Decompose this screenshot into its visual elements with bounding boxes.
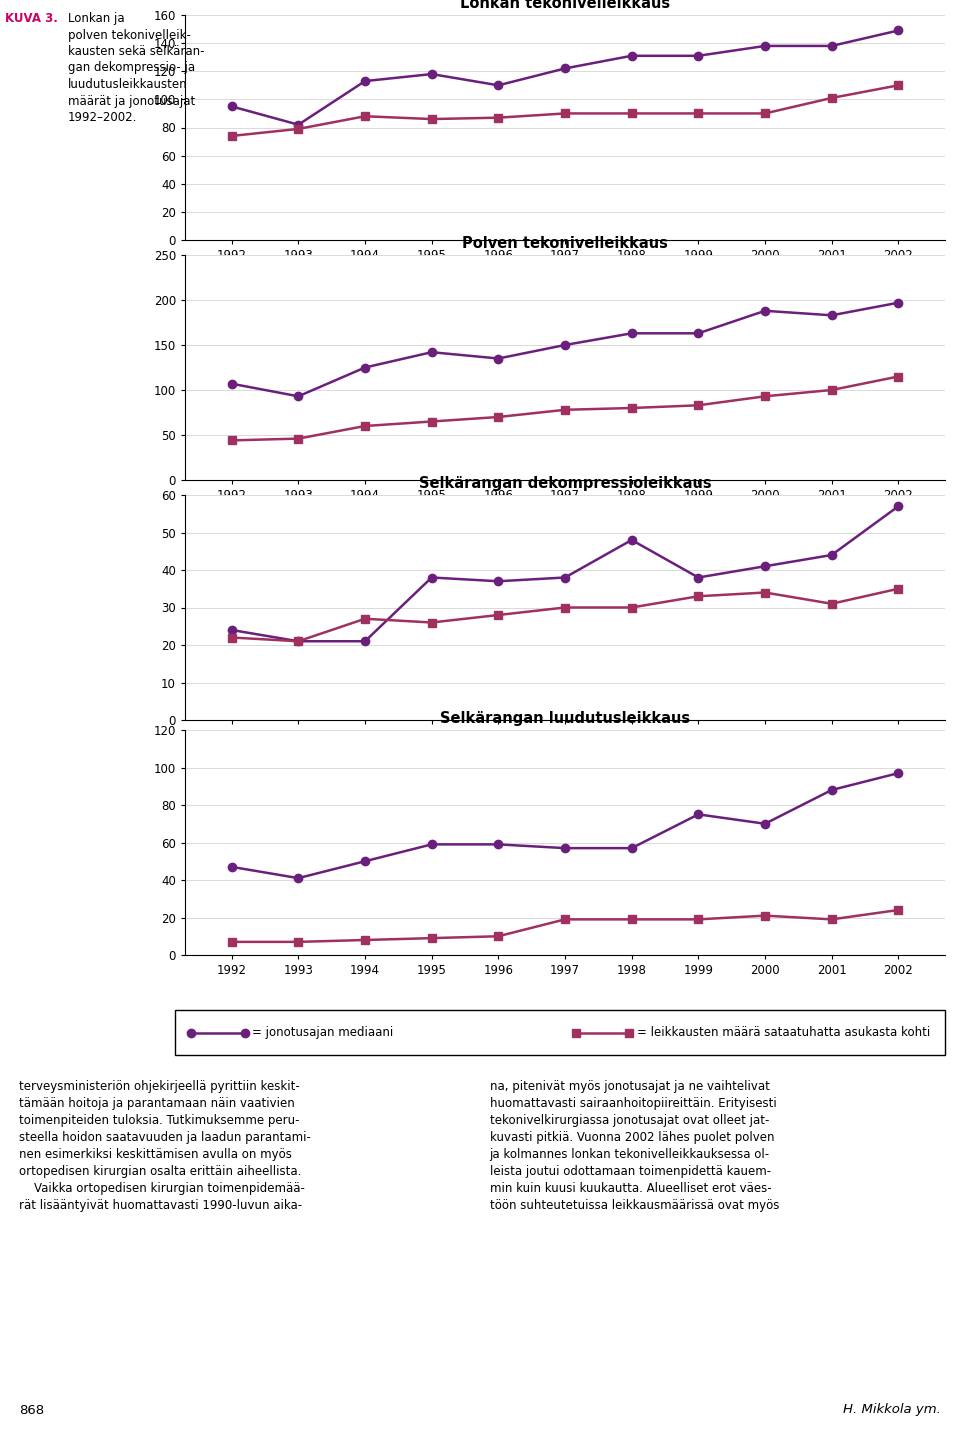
Title: Lonkan tekonivelleikkaus: Lonkan tekonivelleikkaus: [460, 0, 670, 12]
Title: Polven tekonivelleikkaus: Polven tekonivelleikkaus: [462, 237, 668, 251]
Text: = jonotusajan mediaani: = jonotusajan mediaani: [252, 1026, 394, 1039]
Title: Selkärangan luudutusleikkaus: Selkärangan luudutusleikkaus: [440, 711, 690, 726]
Text: terveysministeriön ohjekirjeellä pyrittiin keskit-
tämään hoitoja ja parantamaan: terveysministeriön ohjekirjeellä pyritti…: [19, 1079, 311, 1212]
Text: 868: 868: [19, 1404, 44, 1417]
Text: na, pitenivät myös jonotusajat ja ne vaihtelivat
huomattavasti sairaanhoitopiire: na, pitenivät myös jonotusajat ja ne vai…: [490, 1079, 779, 1212]
Text: Lonkan ja
polven tekonivelleik-
kausten sekä selkäran-
gan dekompressio- ja
luud: Lonkan ja polven tekonivelleik- kausten …: [68, 12, 204, 124]
Text: H. Mikkola ym.: H. Mikkola ym.: [843, 1404, 941, 1417]
Title: Selkärangan dekompressioleikkaus: Selkärangan dekompressioleikkaus: [419, 476, 711, 491]
Text: KUVA 3.: KUVA 3.: [5, 12, 58, 25]
Text: = leikkausten määrä sataatuhatta asukasta kohti: = leikkausten määrä sataatuhatta asukast…: [637, 1026, 930, 1039]
